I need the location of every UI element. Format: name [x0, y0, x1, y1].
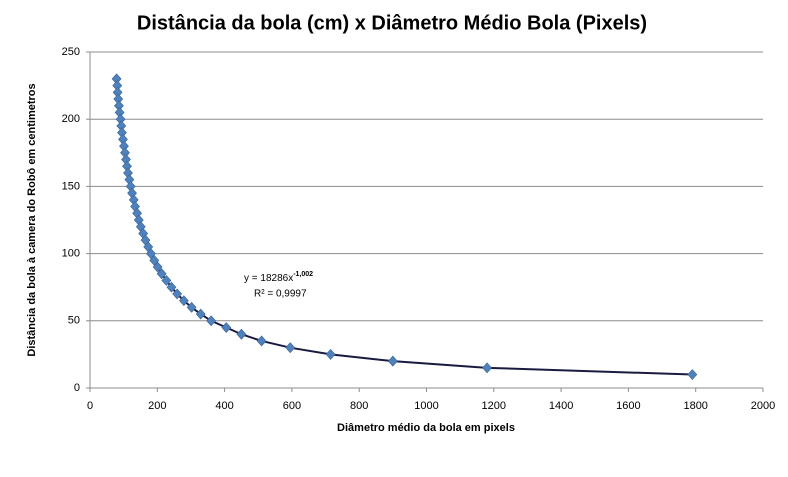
- point: [387, 355, 398, 367]
- y-tick-label: 200: [62, 113, 80, 125]
- point: [146, 248, 156, 260]
- point: [687, 369, 698, 381]
- point: [149, 254, 160, 266]
- point: [256, 335, 267, 347]
- point: [172, 288, 183, 300]
- x-tick-label: 1000: [414, 400, 438, 412]
- x-tick-label: 400: [215, 400, 233, 412]
- point: [221, 322, 232, 333]
- y-tick-label: 50: [68, 315, 80, 327]
- point: [325, 348, 336, 360]
- point: [195, 308, 206, 320]
- trend-line: [115, 78, 693, 376]
- x-tick-label: 0: [87, 400, 93, 412]
- y-tick-label: 150: [62, 180, 80, 192]
- point: [166, 281, 177, 293]
- point: [156, 268, 167, 280]
- x-tick-label: 600: [283, 400, 301, 412]
- point: [152, 261, 163, 273]
- chart-title: Distância da bola (cm) x Diâmetro Médio …: [137, 12, 647, 34]
- x-axis-label: Diâmetro médio da bola em pixels: [337, 422, 515, 434]
- point: [161, 275, 172, 286]
- exponent: -1,002: [293, 271, 313, 278]
- x-tick-label: 1200: [482, 400, 506, 412]
- point: [236, 328, 247, 340]
- x-tick-label: 1400: [549, 400, 573, 412]
- x-tick-label: 2000: [751, 400, 775, 412]
- point: [206, 315, 217, 327]
- x-tick-label: 1800: [683, 400, 707, 412]
- r-squared: R² = 0,9997: [254, 289, 307, 300]
- y-tick-label: 250: [62, 46, 80, 58]
- point: [285, 342, 296, 354]
- x-tick-label: 800: [350, 400, 368, 412]
- trendline-equation: y = 18286x-1,002: [244, 271, 313, 284]
- y-tick-label: 100: [62, 248, 80, 260]
- equation: y = 18286x: [244, 273, 293, 284]
- point: [186, 301, 197, 313]
- x-tick-label: 200: [148, 400, 166, 412]
- y-tick-label: 0: [74, 382, 80, 394]
- point: [482, 362, 492, 374]
- point: [178, 295, 189, 307]
- y-axis-label: Distância da bola à camera do Robô em ce…: [26, 83, 38, 356]
- x-tick-label: 1600: [616, 400, 640, 412]
